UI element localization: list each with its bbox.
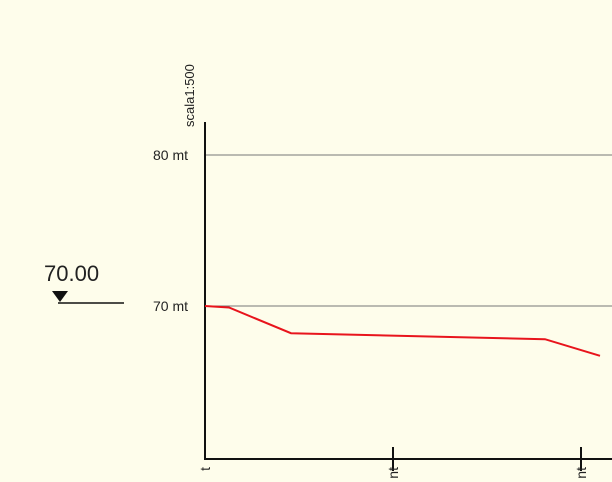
y-tick-label-80: 80 mt — [153, 147, 188, 163]
profile-line-series — [204, 305, 601, 357]
y-tick-label-70: 70 mt — [153, 298, 188, 314]
x-tick-label: nt — [385, 467, 401, 479]
x-tick-label: t — [197, 467, 213, 471]
water-level-label: 70.00 — [44, 261, 99, 286]
x-tick-label: nt — [573, 467, 589, 479]
water-level-marker-icon — [52, 291, 68, 302]
scale-label: scala1:500 — [182, 64, 197, 127]
